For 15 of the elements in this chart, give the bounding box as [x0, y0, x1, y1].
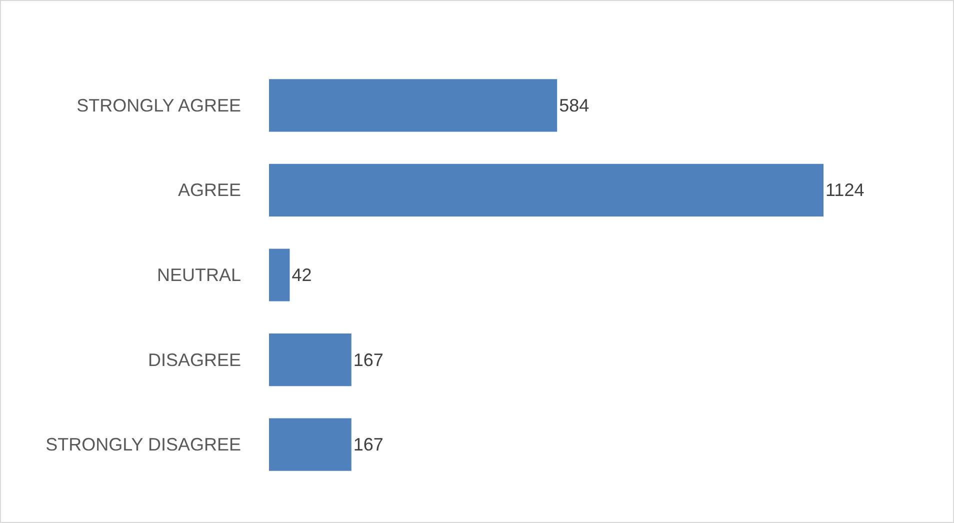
data-label: 1124 — [826, 180, 864, 200]
y-tick-label: NEUTRAL — [156, 265, 241, 285]
bar — [269, 334, 352, 386]
bar — [269, 248, 290, 302]
y-tick-label: DISAGREE — [148, 350, 241, 370]
bar — [269, 164, 824, 216]
y-tick-label: STRONGLY DISAGREE — [46, 434, 241, 455]
y-tick-label: STRONGLY AGREE — [76, 95, 241, 116]
data-label: 42 — [292, 265, 312, 285]
bar — [269, 79, 558, 132]
bar — [269, 418, 352, 471]
y-tick-label: AGREE — [178, 180, 241, 200]
data-label: 167 — [353, 350, 384, 370]
data-label: 167 — [353, 434, 384, 455]
data-label: 584 — [559, 95, 590, 116]
